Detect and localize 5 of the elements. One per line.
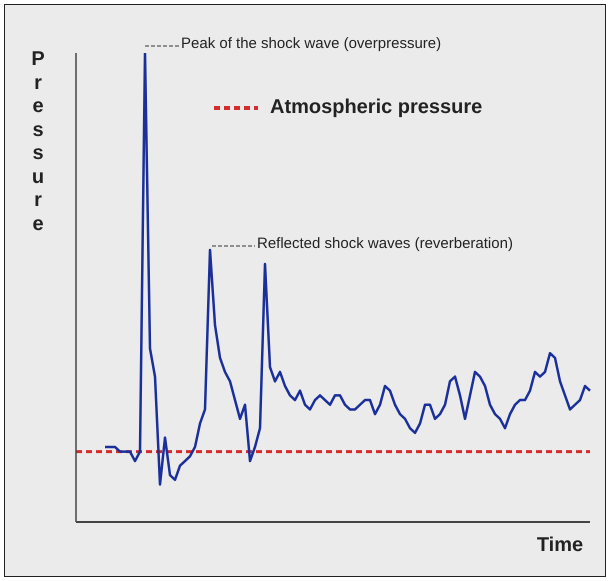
legend-label: Atmospheric pressure [270, 96, 482, 119]
annotation: Reflected shock waves (reverberation) [257, 235, 513, 252]
x-axis-title: Time [536, 534, 584, 557]
text: Peak of the shock wave (overpressure) [181, 35, 442, 52]
y-axis-title: Pressure [30, 48, 46, 236]
